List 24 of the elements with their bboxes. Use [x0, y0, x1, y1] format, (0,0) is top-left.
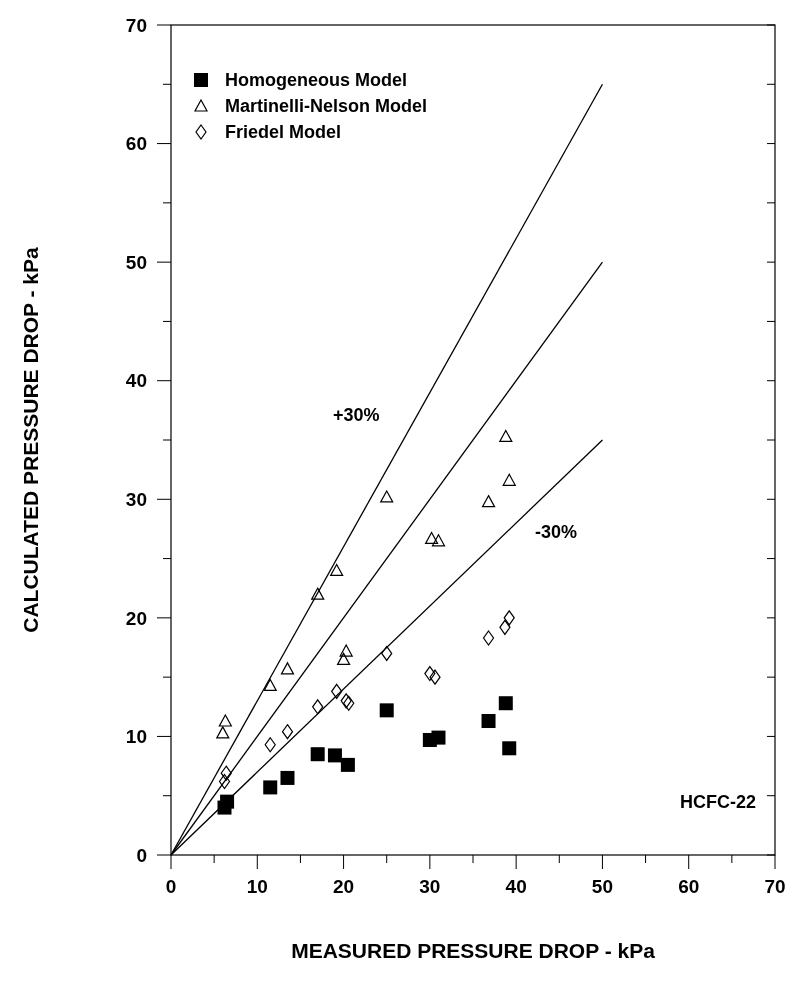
- x-axis-title: MEASURED PRESSURE DROP - kPa: [291, 939, 656, 962]
- x-tick-label: 0: [165, 876, 177, 897]
- x-tick-label: 60: [678, 876, 700, 897]
- legend-label: Martinelli-Nelson Model: [225, 96, 428, 117]
- y-tick-label: 20: [125, 607, 147, 629]
- y-axis-title: CALCULATED PRESSURE DROP - kPa: [19, 246, 42, 633]
- x-tick-label: 10: [246, 876, 268, 897]
- y-tick-label: 70: [125, 14, 147, 36]
- y-tick-label: 40: [125, 370, 147, 392]
- y-tick-label: 30: [125, 488, 147, 510]
- annotation: -30%: [535, 522, 578, 542]
- y-tick-label: 50: [125, 251, 147, 273]
- annotation: +30%: [333, 405, 380, 425]
- legend-label: Homogeneous Model: [225, 70, 408, 91]
- x-tick-label: 40: [505, 876, 527, 897]
- y-tick-label: 60: [125, 133, 147, 155]
- x-tick-label: 70: [764, 876, 786, 897]
- annotation: HCFC-22: [680, 792, 757, 812]
- y-tick-label: 10: [125, 726, 147, 748]
- x-tick-label: 20: [333, 876, 355, 897]
- x-tick-label: 30: [419, 876, 441, 897]
- y-tick-label: 0: [136, 844, 147, 866]
- legend-label: Friedel Model: [225, 122, 342, 143]
- x-tick-label: 50: [591, 876, 613, 897]
